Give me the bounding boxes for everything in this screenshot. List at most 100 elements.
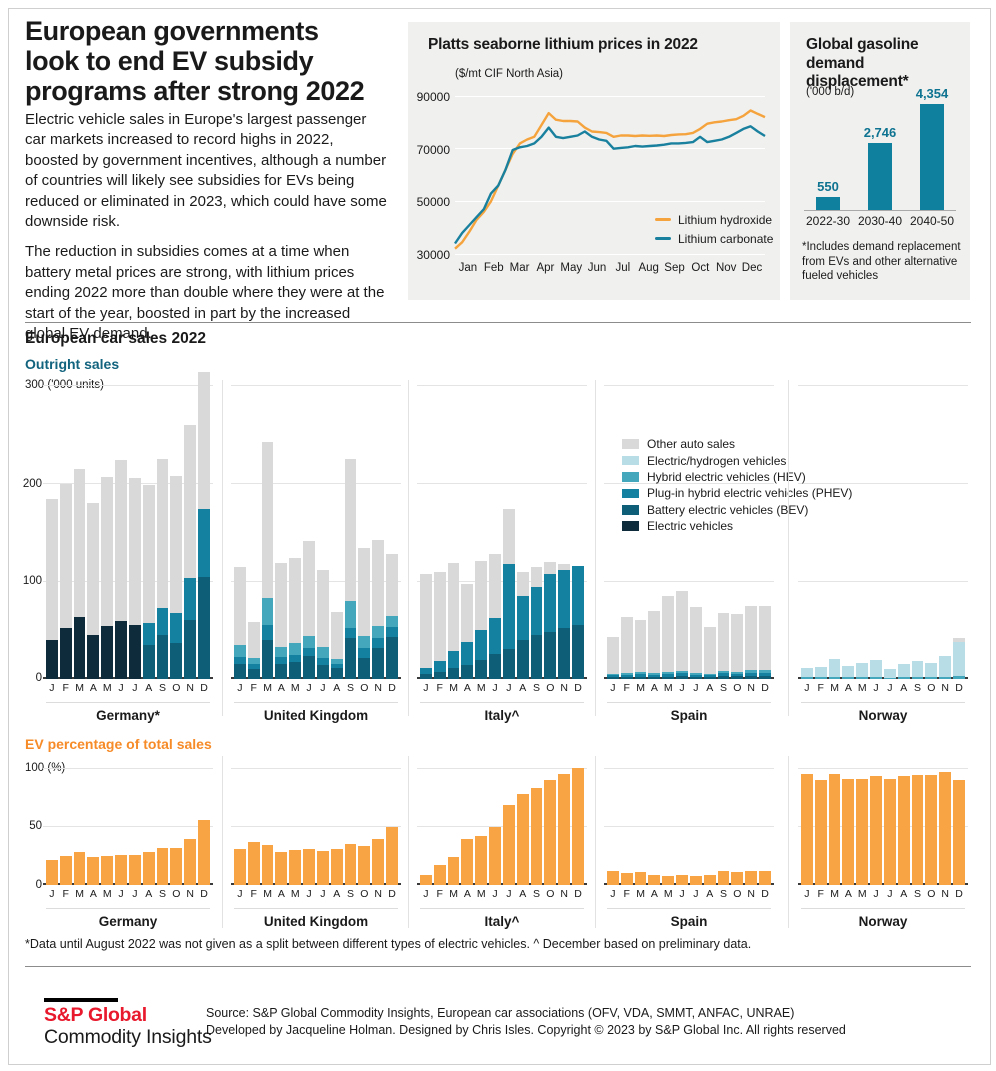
bar-month-J <box>420 874 432 885</box>
x-axis-line <box>231 677 401 679</box>
month-tick: A <box>89 682 97 694</box>
month-tick: M <box>449 888 458 900</box>
month-tick: O <box>546 888 555 900</box>
bar-month-J <box>128 854 141 885</box>
month-tick: N <box>186 682 194 694</box>
segment-other <box>662 595 675 673</box>
segment-bev <box>372 647 385 679</box>
month-tick: N <box>941 682 949 694</box>
segment-ehv <box>842 666 855 677</box>
month-tick: A <box>706 888 714 900</box>
segment-bev <box>420 674 432 679</box>
segment-ev-share <box>648 874 661 885</box>
segment-bev <box>261 639 274 679</box>
segment-phev <box>530 587 543 635</box>
segment-bev <box>275 664 288 679</box>
segment-bev <box>745 676 758 679</box>
segment-ehv <box>897 664 910 677</box>
segment-hev <box>344 600 357 629</box>
bar-month-S <box>911 661 924 679</box>
price-line-carbonate <box>454 125 766 245</box>
bar-month-J <box>676 591 688 679</box>
legend-item-phev: Plug-in hybrid electric vehicles (PHEV) <box>622 485 852 501</box>
label-divider <box>801 702 965 703</box>
segment-bev <box>662 677 675 679</box>
bar-month-N <box>939 655 952 679</box>
month-tick: S <box>914 888 922 900</box>
x-axis-line <box>604 677 774 679</box>
month-tick: A <box>706 682 714 694</box>
bar-month-A <box>703 874 716 885</box>
gasoline-bar <box>816 196 840 210</box>
segment-bev <box>142 644 155 679</box>
bar-month-J <box>689 606 702 679</box>
segment-other <box>620 617 633 673</box>
segment-phev <box>489 618 501 654</box>
bar-month-J <box>46 860 58 885</box>
lithium-line-chart <box>454 109 766 250</box>
segment-ev-share <box>828 773 841 885</box>
chart-plot-area <box>43 766 213 885</box>
segment-other <box>316 569 329 647</box>
segment-other <box>170 475 183 613</box>
segment-bev <box>330 668 343 679</box>
legend-label: Lithium hydroxide <box>678 212 773 227</box>
month-tick: N <box>186 888 194 900</box>
bar-month-A <box>330 611 343 679</box>
segment-hev <box>289 642 302 655</box>
gasoline-x-tick: 2022-30 <box>805 214 851 228</box>
bar-month-D <box>386 826 398 885</box>
month-tick: J <box>492 682 498 694</box>
bar-month-J <box>870 660 882 679</box>
gridline <box>417 483 587 485</box>
month-tick: J <box>679 888 685 900</box>
month-tick: A <box>145 888 153 900</box>
bar-month-M <box>662 595 675 679</box>
bar-month-A <box>142 484 155 679</box>
source-line: Source: S&P Global Commodity Insights, E… <box>206 1006 795 1020</box>
month-tick: A <box>650 682 658 694</box>
segment-hev <box>717 671 730 674</box>
month-tick: A <box>650 888 658 900</box>
bar-month-O <box>731 613 744 679</box>
bars-row <box>420 509 584 679</box>
bar-month-J <box>115 854 127 885</box>
bars-row <box>234 826 398 885</box>
country-label: United Kingdom <box>263 708 369 723</box>
bar-month-D <box>198 372 210 679</box>
month-tick: F <box>817 682 824 694</box>
bar-month-F <box>620 617 633 679</box>
segment-hev <box>634 672 647 675</box>
month-tick: F <box>623 682 630 694</box>
segment-bev <box>703 677 716 679</box>
bar-month-D <box>953 779 965 885</box>
segment-phev <box>184 578 197 621</box>
segment-hev <box>358 636 371 648</box>
bar-month-S <box>717 612 730 679</box>
segment-phev <box>516 595 529 640</box>
month-tick: F <box>436 888 443 900</box>
month-tick: Oct <box>691 262 710 274</box>
legend-item-carbonate: Lithium carbonate <box>655 229 773 248</box>
segment-ev <box>115 621 127 679</box>
bar-month-A <box>897 776 910 885</box>
month-tick: S <box>720 682 728 694</box>
bar-month-M <box>101 476 114 679</box>
bar-month-M <box>73 852 86 885</box>
segment-phev <box>703 675 716 677</box>
country-label: Spain <box>670 914 708 929</box>
segment-hev <box>883 677 896 679</box>
segment-other <box>101 476 114 627</box>
country-label: Italy^ <box>484 914 520 929</box>
segment-phev <box>142 623 155 645</box>
gasoline-value-label: 4,354 <box>915 85 949 101</box>
segment-ev-share <box>544 779 557 885</box>
segment-bev <box>461 665 474 679</box>
segment-hev <box>856 677 869 679</box>
bar-month-S <box>717 871 730 885</box>
bar-month-J <box>502 509 515 679</box>
segment-ev-share <box>558 773 571 885</box>
segment-hev <box>676 671 688 674</box>
segment-phev <box>731 674 744 677</box>
bar-month-A <box>87 503 100 679</box>
